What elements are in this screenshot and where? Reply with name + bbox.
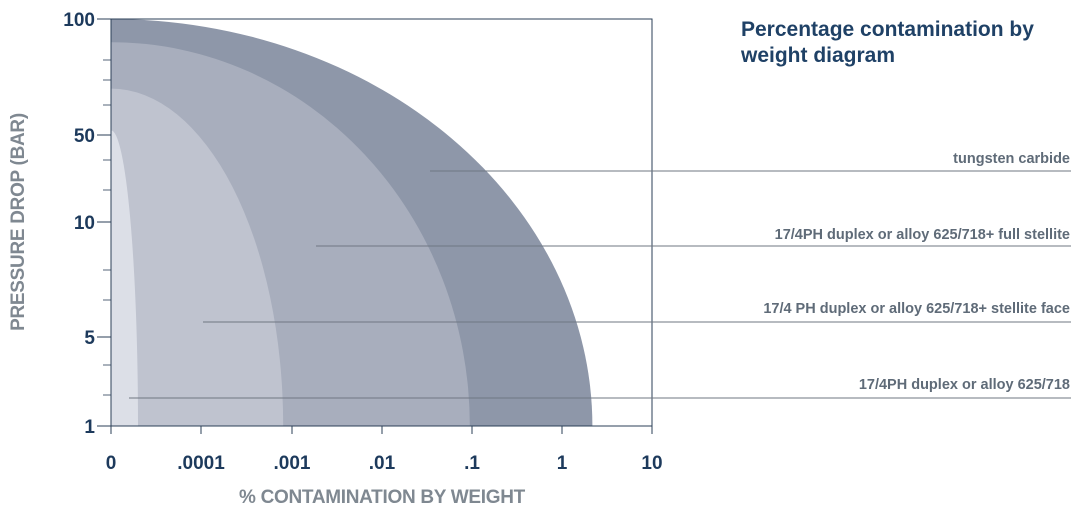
x-tick-label: .0001 <box>177 453 225 474</box>
x-tick-label: .001 <box>274 453 311 474</box>
callout-label: tungsten carbide <box>953 151 1070 167</box>
chart-regions <box>111 19 593 426</box>
y-tick-label: 10 <box>74 213 95 234</box>
y-axis-title: PRESSURE DROP (BAR) <box>8 113 29 331</box>
y-tick-label: 50 <box>74 126 95 147</box>
x-tick-label: .01 <box>369 453 396 474</box>
x-tick-label: .1 <box>464 453 480 474</box>
x-axis-title: % CONTAMINATION BY WEIGHT <box>239 487 526 508</box>
y-tick-label: 5 <box>84 328 95 349</box>
region-3 <box>111 88 284 426</box>
y-tick-label: 1 <box>84 417 95 438</box>
x-axis-ticks: 0 .0001 .001 .01 .1 1 10 <box>106 426 663 474</box>
y-tick-label: 100 <box>63 10 95 31</box>
region-4 <box>111 130 138 426</box>
callout-label: 17/4PH duplex or alloy 625/718 <box>859 377 1070 393</box>
callout-label: 17/4 PH duplex or alloy 625/718+ stellit… <box>763 301 1070 317</box>
x-tick-label: 10 <box>641 453 662 474</box>
x-tick-label: 0 <box>106 453 117 474</box>
x-tick-label: 1 <box>557 453 568 474</box>
callout-label: 17/4PH duplex or alloy 625/718+ full ste… <box>775 227 1070 243</box>
chart-title: Percentage contamination by weight diagr… <box>741 18 1034 67</box>
y-axis-ticks: 100 50 10 5 1 <box>63 10 111 438</box>
region-callouts: tungsten carbide 17/4PH duplex or alloy 6… <box>129 151 1071 399</box>
